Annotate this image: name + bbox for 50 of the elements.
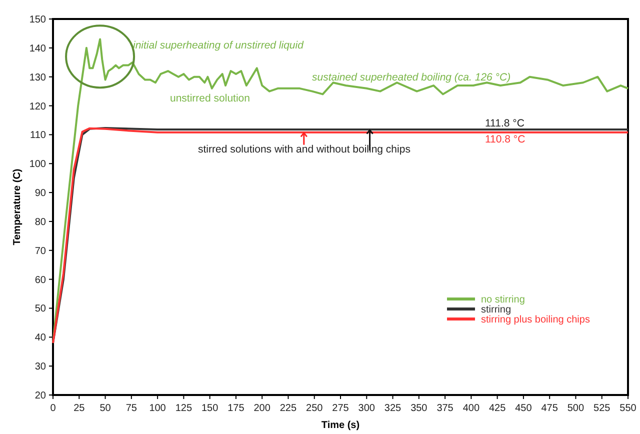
x-tick-label: 400 — [462, 403, 480, 414]
x-tick-label: 150 — [201, 403, 219, 414]
annotation: unstirred solution — [170, 92, 250, 105]
annotation: 110.8 °C — [485, 134, 526, 146]
y-tick-label: 130 — [29, 72, 46, 84]
x-tick-label: 25 — [74, 403, 86, 414]
x-tick-label: 175 — [228, 403, 245, 414]
legend-label: stirring plus boiling chips — [481, 314, 590, 326]
x-tick-label: 100 — [149, 403, 166, 414]
x-tick-label: 0 — [50, 403, 56, 414]
line-series — [52, 38, 629, 344]
x-tick-label: 425 — [488, 403, 506, 414]
x-tick-label: 500 — [567, 403, 585, 414]
y-tick-label: 60 — [34, 274, 46, 286]
y-tick-label: 40 — [34, 332, 46, 344]
legend-label: no stirring — [481, 294, 525, 306]
y-tick-label: 90 — [34, 188, 46, 200]
y-tick-label: 120 — [29, 101, 46, 112]
x-tick-label: 225 — [280, 403, 298, 414]
x-tick-label: 550 — [620, 403, 637, 414]
x-tick-label: 250 — [306, 403, 324, 414]
annotation: initial superheating of unstirred liquid — [133, 40, 305, 52]
x-tick-label: 375 — [436, 403, 454, 414]
x-tick-label: 475 — [541, 403, 558, 414]
y-tick-label: 80 — [34, 216, 46, 228]
annotation: sustained superheated boiling (ca. 126 °C) — [312, 72, 511, 84]
y-tick-label: 20 — [34, 390, 46, 402]
x-tick-label: 300 — [358, 403, 376, 414]
x-tick-label: 275 — [332, 403, 350, 414]
x-tick-label: 350 — [410, 403, 428, 414]
annotation: 111.8 °C — [485, 118, 525, 130]
x-tick-label: 325 — [384, 403, 402, 414]
y-tick-label: 110 — [30, 130, 46, 142]
x-tick-label: 525 — [594, 403, 611, 414]
y-axis-title: Temperature (C) — [12, 168, 23, 246]
y-tick-label: 140 — [29, 43, 46, 54]
y-tick-label: 100 — [29, 159, 46, 170]
x-tick-label: 125 — [175, 403, 192, 414]
y-tick-label: 50 — [34, 304, 46, 315]
x-axis-title: Time (s) — [321, 420, 360, 431]
x-tick-label: 200 — [254, 403, 271, 414]
y-tick-label: 30 — [34, 362, 46, 373]
x-tick-label: 75 — [126, 403, 138, 414]
line-series — [52, 127, 629, 344]
y-tick-label: 150 — [29, 14, 46, 26]
x-tick-label: 50 — [100, 403, 112, 414]
legend-label: stirring — [481, 304, 512, 316]
x-tick-label: 450 — [515, 403, 532, 414]
annotation: stirred solutions with and without boiling chips — [198, 144, 410, 156]
y-tick-label: 70 — [34, 246, 46, 257]
